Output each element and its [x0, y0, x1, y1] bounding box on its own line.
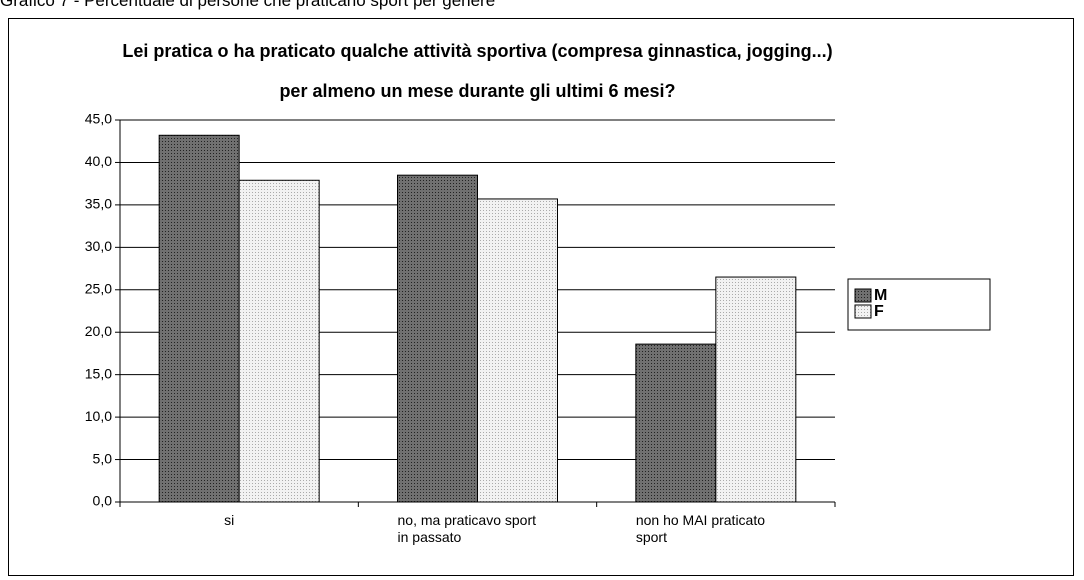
caption: Grafico 7 - Percentuale di persone che p…: [0, 0, 496, 10]
y-tick-label: 45,0: [85, 111, 112, 127]
y-tick-label: 20,0: [85, 323, 112, 339]
y-tick-label: 30,0: [85, 238, 112, 254]
y-tick-label: 5,0: [93, 450, 113, 466]
legend-label: M: [874, 287, 887, 304]
y-tick-label: 15,0: [85, 365, 112, 381]
bar: [238, 179, 320, 503]
y-tick-label: 25,0: [85, 280, 112, 296]
chart-title: Lei pratica o ha praticato qualche attiv…: [122, 41, 833, 101]
y-tick-label: 35,0: [85, 196, 112, 212]
legend-swatch: [854, 304, 872, 319]
bar: [715, 276, 797, 503]
bar: [477, 198, 558, 503]
chart-frame: [8, 18, 1074, 576]
legend-swatch: [854, 288, 872, 303]
legend-box: [847, 278, 991, 331]
y-tick-label: 10,0: [85, 408, 112, 424]
x-tick-label: no, ma praticavo sport in passato: [397, 512, 537, 545]
legend-label: F: [874, 303, 884, 320]
x-tick-label: si: [224, 512, 235, 528]
bar: [158, 134, 240, 503]
y-tick-label: 0,0: [93, 493, 113, 509]
bar: [635, 343, 717, 503]
x-tick-label: non ho MAI praticato sport: [635, 512, 766, 545]
bar: [397, 174, 478, 503]
y-tick-label: 40,0: [85, 153, 112, 169]
